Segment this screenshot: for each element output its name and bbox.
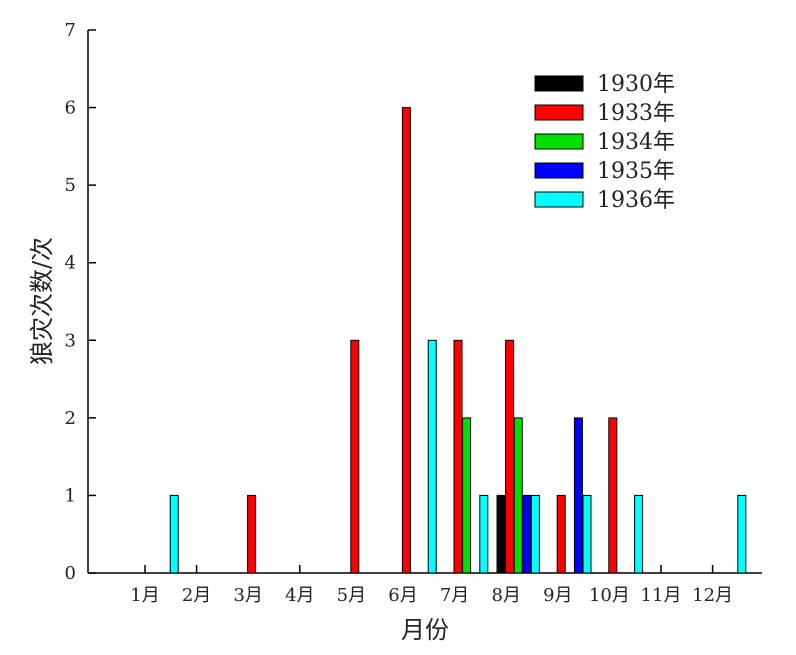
legend-label: 1934年: [597, 130, 675, 155]
bar-1930年-8月: [496, 494, 506, 574]
legend-label: 1933年: [597, 101, 675, 126]
legend-label: 1935年: [597, 159, 675, 184]
legend-swatch: [534, 75, 584, 92]
x-tick-label: 1月: [130, 585, 159, 606]
bar-1933年-9月: [556, 494, 566, 574]
axes: [87, 30, 762, 574]
x-tick-label: 6月: [388, 585, 417, 606]
y-tick-label: 6: [65, 98, 76, 119]
y-tick-label: 5: [65, 175, 76, 196]
bar-1936年-8月: [530, 494, 540, 574]
x-tick-label: 8月: [491, 585, 520, 606]
legend-label: 1936年: [597, 188, 675, 213]
legend-swatch: [534, 104, 584, 121]
bar-1933年-8月: [505, 339, 515, 574]
legend-swatch: [534, 191, 584, 208]
bar-1936年-10月: [634, 494, 644, 574]
bar-1933年-6月: [401, 107, 411, 574]
bar-1936年-6月: [427, 339, 437, 574]
x-tick-label: 7月: [440, 585, 469, 606]
x-axis-title: 月份: [401, 616, 449, 644]
legend-swatch: [534, 162, 584, 179]
bar-1936年-9月: [582, 494, 592, 574]
bar-1935年-9月: [573, 417, 583, 574]
x-tick-label: 12月: [692, 585, 733, 606]
bars: [169, 107, 747, 574]
bar-1933年-5月: [350, 339, 360, 574]
bar-1935年-8月: [522, 494, 532, 574]
x-tick-label: 2月: [182, 585, 211, 606]
x-tick-label: 11月: [641, 585, 682, 606]
legend-label: 1930年: [597, 72, 675, 97]
x-tick-label: 10月: [589, 585, 630, 606]
x-ticks: 1月 2月 3月 4月 5月 6月 7月 8月 9月 10月 11月 12月: [130, 565, 733, 606]
bar-1933年-3月: [247, 494, 257, 574]
legend-swatch: [534, 133, 584, 150]
x-tick-label: 4月: [285, 585, 314, 606]
y-tick-label: 4: [65, 253, 76, 274]
y-tick-label: 3: [65, 330, 76, 351]
bar-1934年-8月: [513, 417, 523, 574]
bar-1933年-10月: [608, 417, 618, 574]
bar-1936年-12月: [737, 494, 747, 574]
legend: 1930年 1933年 1934年 1935年 1936年: [534, 72, 675, 213]
y-tick-label: 7: [65, 20, 76, 41]
bar-1934年-7月: [462, 417, 472, 574]
bar-1933年-7月: [453, 339, 463, 574]
x-tick-label: 3月: [233, 585, 262, 606]
y-ticks: 0 1 2 3 4 5 6 7: [65, 20, 96, 584]
x-tick-label: 5月: [337, 585, 366, 606]
y-tick-label: 1: [65, 485, 76, 506]
y-tick-label: 0: [65, 563, 76, 584]
bar-1936年-1月: [169, 494, 179, 574]
bar-1936年-7月: [479, 494, 489, 574]
y-axis-title: 狼灾次数/次: [28, 237, 56, 365]
x-tick-label: 9月: [543, 585, 572, 606]
y-tick-label: 2: [65, 408, 76, 429]
